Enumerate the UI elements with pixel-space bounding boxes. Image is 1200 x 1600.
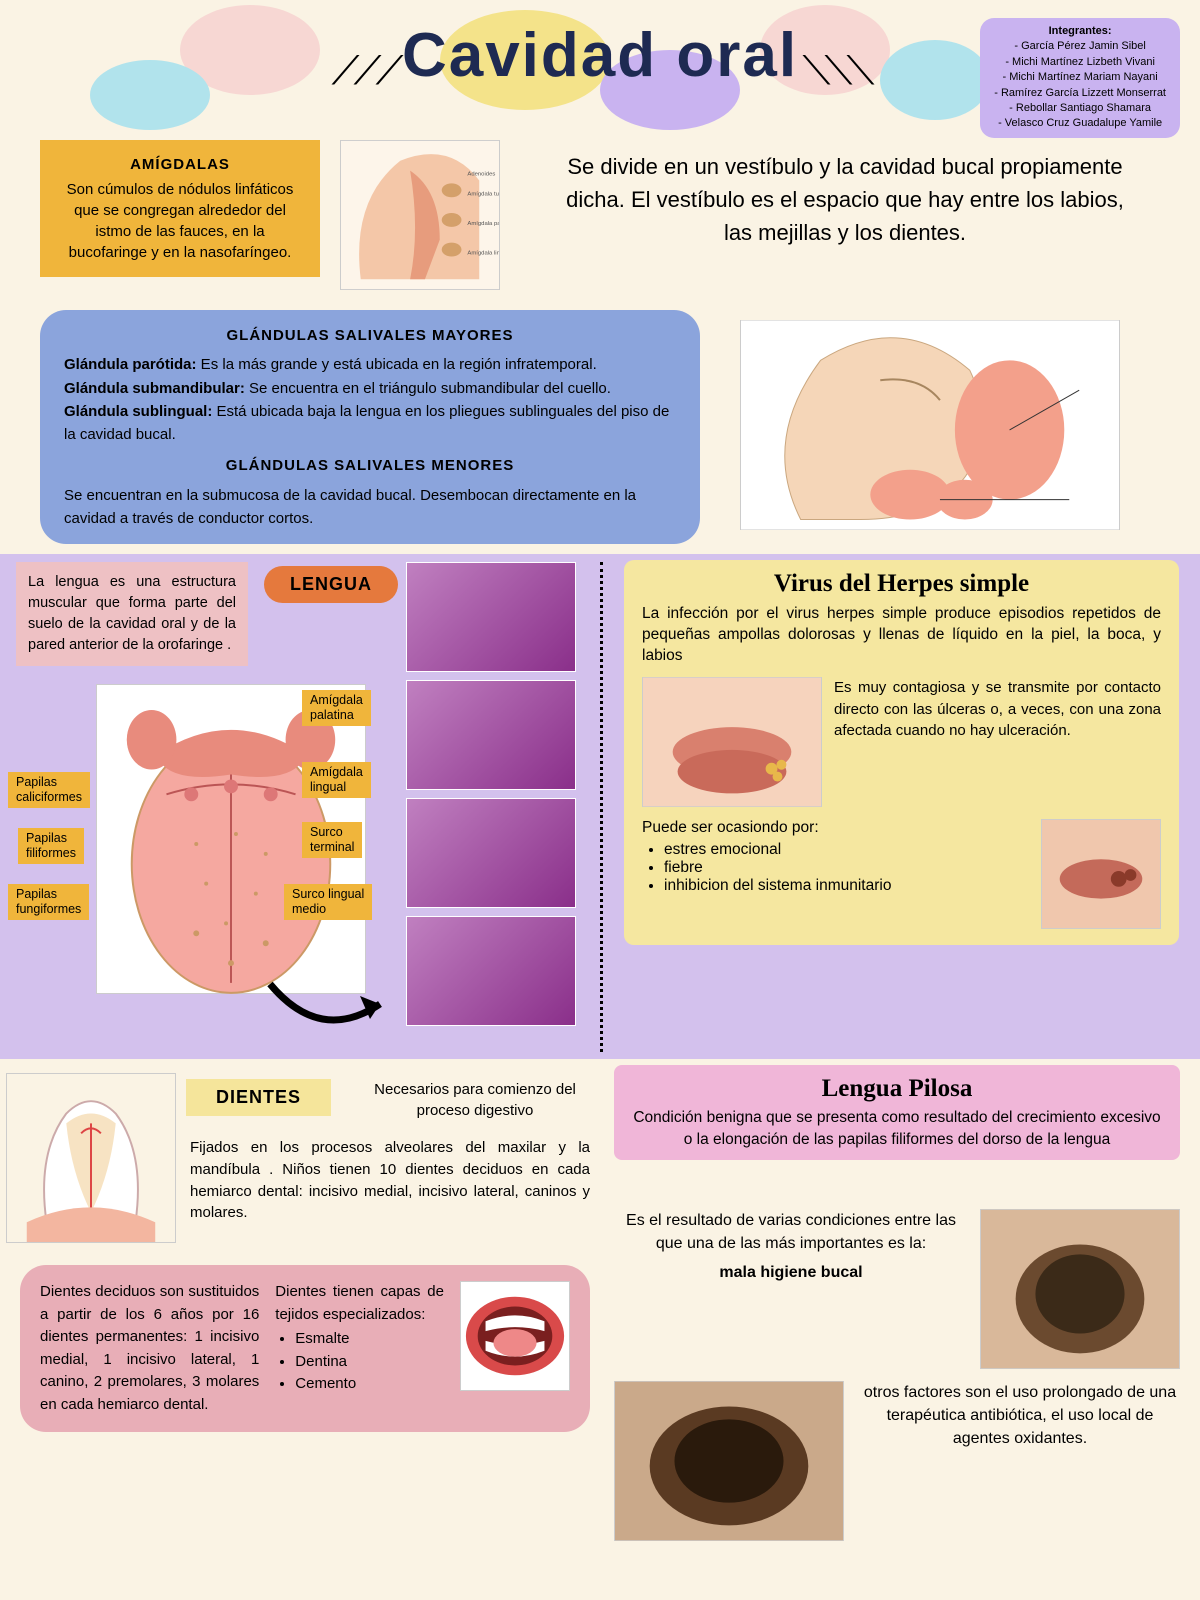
amigdalas-title: AMÍGDALAS (56, 154, 304, 175)
pilosa-box: Lengua Pilosa Condición benigna que se p… (614, 1065, 1180, 1160)
svg-text:Adenoides: Adenoides (467, 172, 495, 178)
bottom-section: DIENTES Necesarios para comienzo del pro… (0, 1059, 1200, 1600)
dientes-sub: Necesarios para comienzo del proceso dig… (360, 1079, 590, 1121)
submand-label: Glándula submandibular: (64, 380, 245, 397)
capas-intro: Dientes tienen capas de tejidos especial… (275, 1281, 444, 1326)
herpes-causes-list: estres emocionalfiebreinhibicion del sis… (664, 841, 1027, 895)
pilosa-desc: Condición benigna que se presenta como r… (632, 1107, 1162, 1150)
parotida-label: Glándula parótida: (64, 356, 197, 373)
label-surcolm: Surco lingual medio (284, 884, 372, 920)
glands-image (740, 320, 1120, 530)
decor-burst-right: ⟍⟍⟍ (803, 49, 869, 94)
svg-text:Amígdala palatina: Amígdala palatina (467, 221, 499, 227)
pilosa-image-1 (980, 1209, 1180, 1369)
svg-text:Amígdala tubárica: Amígdala tubárica (467, 191, 499, 197)
amigdalas-box: AMÍGDALAS Son cúmulos de nódulos linfáti… (40, 140, 320, 277)
lengua-desc: La lengua es una estructura muscular que… (16, 562, 248, 666)
pilosa-row2: otros factores son el uso prolongado de … (614, 1381, 1180, 1541)
herpes-box: Virus del Herpes simple La infección por… (624, 560, 1179, 945)
parotida-text: Es la más grande y está ubicada en la re… (197, 356, 597, 373)
mouth-image (460, 1281, 570, 1391)
label-pfungi: Papilas fungiformes (8, 884, 89, 920)
deciduos-text: Dientes deciduos son sustituidos a parti… (40, 1281, 259, 1416)
divider-dotted (600, 562, 603, 1052)
lengua-section: La lengua es una estructura muscular que… (0, 554, 1200, 1059)
capas-list: EsmalteDentinaCemento (295, 1328, 444, 1396)
integrantes-box: Integrantes: - García Pérez Jamin Sibel-… (980, 18, 1180, 138)
label-pcalic: Papilas caliciformes (8, 772, 90, 808)
subling-label: Glándula sublingual: (64, 403, 212, 420)
herpes-side: Es muy contagiosa y se transmite por con… (834, 677, 1161, 742)
histology-images (406, 562, 576, 1034)
glandulas-box: GLÁNDULAS SALIVALES MAYORES Glándula par… (40, 310, 700, 544)
label-alingual: Amígdala lingual (302, 762, 371, 798)
decor-burst-left: ⟋⟋⟋ (331, 49, 397, 94)
integrantes-header: Integrantes: (994, 24, 1166, 39)
glandulas-menores: Se encuentran en la submucosa de la cavi… (64, 484, 676, 531)
tooth-image (6, 1073, 176, 1243)
label-pfili: Papilas filiformes (18, 828, 84, 864)
svg-text:Amígdala lingual: Amígdala lingual (467, 251, 499, 257)
submand-text: Se encuentra en el triángulo submandibul… (245, 380, 611, 397)
label-apalatina: Amígdala palatina (302, 690, 371, 726)
page-title: Cavidad oral (402, 20, 798, 91)
pilosa-row: Es el resultado de varias condiciones en… (614, 1209, 1180, 1369)
pilosa-em: mala higiene bucal (614, 1261, 968, 1284)
glandulas-title2: GLÁNDULAS SALIVALES MENORES (64, 454, 676, 477)
pilosa-title: Lengua Pilosa (632, 1075, 1162, 1103)
herpes-image-2 (1041, 819, 1161, 929)
pilosa-image-2 (614, 1381, 844, 1541)
pharynx-image: Adenoides Amígdala tubárica Amígdala pal… (340, 140, 500, 290)
glandulas-title1: GLÁNDULAS SALIVALES MAYORES (64, 324, 676, 347)
label-surcot: Surco terminal (302, 822, 362, 858)
intro-text: Se divide en un vestíbulo y la cavidad b… (560, 150, 1130, 249)
herpes-image-1 (642, 677, 822, 807)
arrow-icon (260, 974, 400, 1034)
deciduos-box: Dientes deciduos son sustituidos a parti… (20, 1265, 590, 1432)
dientes-text: Fijados en los procesos alveolares del m… (190, 1137, 590, 1224)
dientes-pill: DIENTES (186, 1079, 331, 1116)
herpes-title: Virus del Herpes simple (642, 570, 1161, 598)
pilosa-other: otros factores son el uso prolongado de … (860, 1381, 1180, 1451)
herpes-desc: La infección por el virus herpes simple … (642, 604, 1161, 667)
lengua-pill: LENGUA (264, 566, 398, 603)
pilosa-cond: Es el resultado de varias condiciones en… (614, 1209, 968, 1255)
herpes-causes-intro: Puede ser ocasiondo por: (642, 819, 1027, 837)
amigdalas-text: Son cúmulos de nódulos linfáticos que se… (56, 179, 304, 263)
